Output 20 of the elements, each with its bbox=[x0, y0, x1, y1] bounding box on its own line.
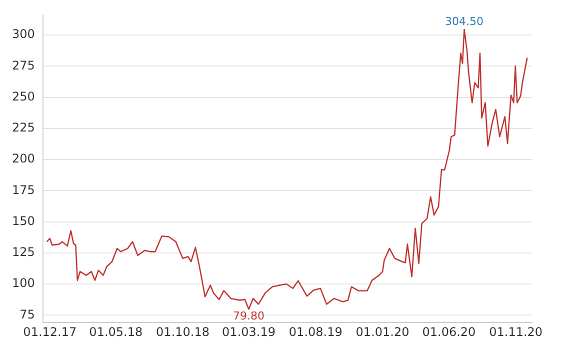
x-tick-label: 01.08.19 bbox=[288, 324, 342, 339]
annotation: 79.80 bbox=[233, 310, 265, 323]
y-tick-label: 100 bbox=[12, 276, 35, 290]
x-tick-label: 01.05.18 bbox=[89, 324, 143, 339]
y-tick-label: 125 bbox=[12, 245, 35, 260]
x-tick-label: 01.12.17 bbox=[23, 324, 77, 339]
x-tick-label: 01.06.20 bbox=[422, 324, 476, 339]
y-tick-label: 175 bbox=[12, 182, 35, 197]
annotation: 304.50 bbox=[445, 14, 484, 28]
y-tick-label: 225 bbox=[12, 120, 35, 135]
x-tick-label: 01.01.20 bbox=[356, 324, 410, 339]
y-tick-label: 275 bbox=[12, 58, 35, 72]
y-tick-label: 250 bbox=[12, 89, 35, 104]
x-tick-label: 01.03.19 bbox=[222, 324, 276, 339]
y-tick-label: 75 bbox=[20, 307, 35, 322]
y-tick-label: 200 bbox=[12, 152, 35, 166]
x-tick-label: 01.11.20 bbox=[489, 324, 543, 339]
y-tick-label: 150 bbox=[12, 214, 35, 228]
y-tick-label: 300 bbox=[12, 27, 35, 42]
x-tick-label: 01.10.18 bbox=[156, 324, 210, 339]
